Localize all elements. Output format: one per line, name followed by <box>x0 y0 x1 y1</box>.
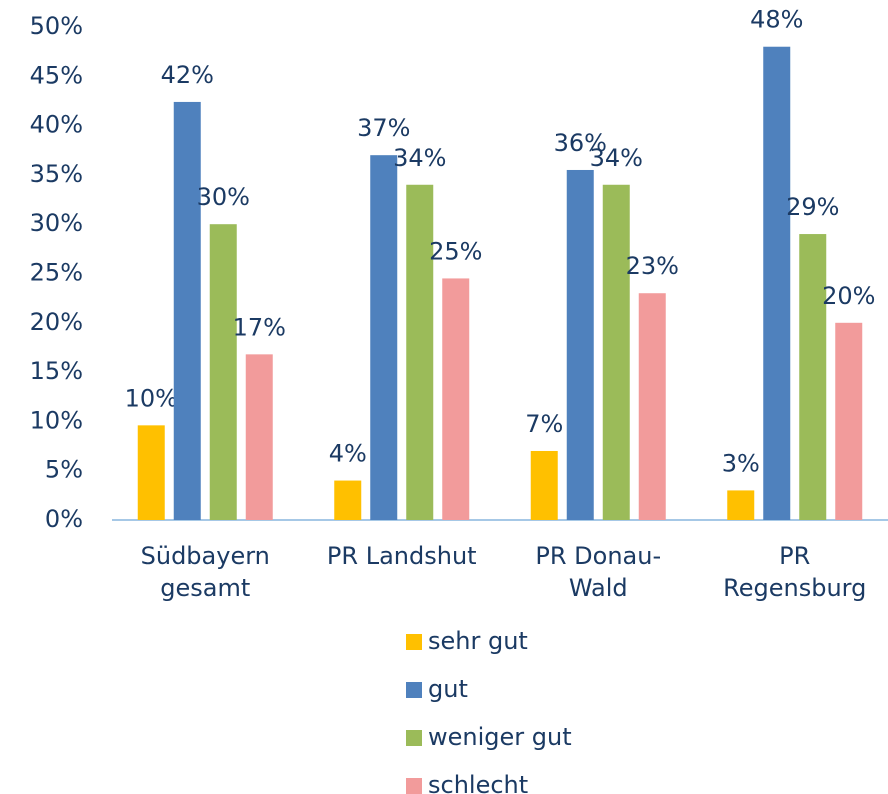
legend-swatch <box>406 682 422 698</box>
bar <box>530 450 558 520</box>
legend-swatch <box>406 730 422 746</box>
y-tick-label: 20% <box>30 308 83 336</box>
bar <box>442 278 470 520</box>
value-label: 42% <box>161 61 214 89</box>
bar <box>638 293 666 520</box>
y-tick-label: 50% <box>30 12 83 40</box>
y-tick-label: 40% <box>30 111 83 139</box>
bar <box>566 169 594 520</box>
legend-label: weniger gut <box>428 723 572 751</box>
bar <box>245 354 273 520</box>
legend-label: sehr gut <box>428 627 528 655</box>
legend-label: gut <box>428 675 468 703</box>
bar <box>835 322 863 520</box>
y-tick-label: 45% <box>30 61 83 89</box>
x-tick-label: Südbayern gesamt <box>140 542 270 602</box>
y-tick-label: 10% <box>30 406 83 434</box>
value-label: 30% <box>197 183 250 211</box>
value-label: 36% <box>554 129 607 157</box>
bar <box>602 184 630 520</box>
bar <box>763 46 791 520</box>
value-label: 4% <box>329 440 367 468</box>
bar <box>406 184 434 520</box>
bar <box>209 224 237 520</box>
value-label: 10% <box>125 384 178 412</box>
x-tick-label: PR Landshut <box>326 542 477 570</box>
y-tick-label: 30% <box>30 209 83 237</box>
y-tick-label: 5% <box>45 456 83 484</box>
legend-swatch <box>406 778 422 794</box>
value-label: 25% <box>429 237 482 265</box>
x-tick-label: PR Donau-Wald <box>535 542 662 602</box>
bar <box>370 155 398 520</box>
y-tick-label: 15% <box>30 357 83 385</box>
value-label: 34% <box>393 144 446 172</box>
value-label: 17% <box>233 313 286 341</box>
bar <box>799 234 827 520</box>
y-tick-label: 25% <box>30 259 83 287</box>
bar <box>334 480 362 520</box>
y-tick-label: 35% <box>30 160 83 188</box>
bar <box>137 425 165 520</box>
value-label: 3% <box>722 449 760 477</box>
value-label: 37% <box>357 114 410 142</box>
value-label: 29% <box>786 193 839 221</box>
bar <box>727 490 755 520</box>
x-tick-label: PR Regensburg <box>723 542 867 602</box>
bar <box>173 101 201 520</box>
value-label: 23% <box>626 252 679 280</box>
value-label: 34% <box>590 144 643 172</box>
legend-label: schlecht <box>428 771 528 794</box>
legend-swatch <box>406 634 422 650</box>
value-label: 48% <box>750 6 803 34</box>
y-tick-label: 0% <box>45 505 83 533</box>
value-label: 20% <box>822 282 875 310</box>
value-label: 7% <box>525 410 563 438</box>
